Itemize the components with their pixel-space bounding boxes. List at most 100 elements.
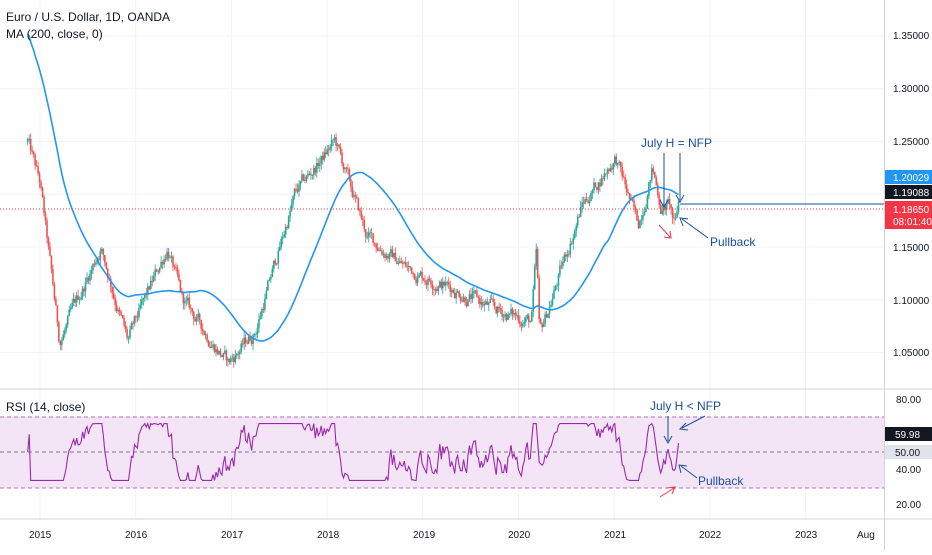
- candle-body: [112, 293, 115, 299]
- candle-body: [357, 197, 360, 211]
- candle-body: [310, 173, 312, 176]
- candle-body: [311, 174, 314, 176]
- candle-body: [250, 340, 253, 345]
- annotation-rsi-july-high: July H < NFP: [650, 399, 721, 413]
- candle-body: [379, 249, 382, 252]
- ma-indicator-label[interactable]: MA (200, close, 0): [6, 27, 103, 41]
- candle-body: [293, 188, 296, 196]
- candle-body: [455, 292, 457, 299]
- candle-body: [655, 177, 658, 185]
- candle-body: [147, 286, 149, 295]
- candle-body: [71, 302, 73, 308]
- candle-body: [467, 299, 469, 307]
- candle-body: [578, 216, 580, 218]
- candle-body: [249, 336, 251, 341]
- candle-body: [345, 167, 348, 169]
- candle-body: [446, 282, 449, 283]
- rsi-axis[interactable]: 80.00 40.00 20.00: [896, 395, 921, 511]
- candle-body: [415, 279, 417, 284]
- candle-body: [631, 198, 634, 201]
- candle-body: [35, 165, 38, 167]
- candle-body: [261, 309, 263, 317]
- candle-body: [516, 315, 518, 316]
- candle-body: [499, 308, 502, 310]
- candle-body: [271, 268, 274, 278]
- time-tick-label: Aug: [857, 530, 875, 541]
- candle-body: [661, 210, 664, 214]
- candle-body: [462, 297, 465, 302]
- candle-body: [53, 284, 56, 299]
- candle-body: [677, 201, 680, 212]
- candle-body: [412, 273, 414, 275]
- candle-body: [173, 266, 176, 268]
- candle-body: [240, 343, 242, 352]
- time-axis[interactable]: 2015 2016 2017 2018 2019 2020 2021 2022 …: [29, 530, 875, 541]
- candle-body: [354, 195, 357, 197]
- candle-body: [565, 254, 567, 257]
- candle-body: [649, 180, 652, 183]
- candle-body: [55, 298, 57, 306]
- candle-body: [104, 254, 106, 263]
- candle-body: [182, 293, 185, 304]
- candle-body: [369, 232, 371, 234]
- candle-body: [167, 251, 170, 258]
- candle-body: [636, 209, 638, 221]
- symbol-title[interactable]: Euro / U.S. Dollar, 1D, OANDA: [6, 10, 170, 24]
- candle-body: [185, 300, 188, 302]
- candle-body: [74, 298, 76, 303]
- candle-body: [106, 268, 109, 278]
- candle-body: [320, 155, 323, 164]
- candle-body: [361, 218, 364, 221]
- candle-body: [129, 329, 131, 338]
- candle-body: [69, 307, 72, 310]
- time-tick-label: 2023: [795, 530, 818, 541]
- price-tick-label: 1.35000: [893, 31, 930, 42]
- rsi-indicator-label[interactable]: RSI (14, close): [6, 400, 85, 414]
- candle-body: [212, 344, 214, 348]
- candle-body: [284, 226, 287, 235]
- candle-body: [184, 301, 186, 304]
- candle-body: [363, 220, 366, 230]
- candle-body: [34, 154, 36, 166]
- candle-body: [118, 309, 121, 312]
- candle-body: [569, 243, 572, 255]
- candle-body: [157, 271, 159, 273]
- candle-body: [332, 139, 334, 141]
- candle-body: [339, 147, 342, 153]
- candle-body: [161, 261, 164, 265]
- candle-body: [576, 216, 579, 226]
- candle-body: [268, 279, 271, 281]
- candle-body: [624, 177, 626, 185]
- candle-body: [92, 263, 94, 271]
- candle-body: [141, 299, 143, 305]
- candle-body: [31, 150, 33, 152]
- candle-body: [642, 214, 644, 220]
- candle-body: [121, 315, 124, 319]
- price-tick-label: 1.15000: [893, 243, 930, 254]
- candle-body: [612, 163, 615, 170]
- candle-body: [280, 238, 283, 248]
- candle-body: [83, 288, 85, 292]
- candle-body: [538, 277, 540, 319]
- candle-body: [658, 195, 661, 205]
- candle-body: [316, 162, 318, 173]
- candle-body: [566, 254, 569, 257]
- candle-body: [554, 286, 557, 290]
- candle-body: [148, 286, 151, 290]
- candle-body: [523, 322, 526, 324]
- candle-body: [305, 176, 308, 181]
- annotation-arrowhead: [663, 435, 673, 445]
- candle-body: [529, 321, 532, 323]
- candle-body: [126, 328, 128, 338]
- annotation-rsi-pullback: Pullback: [698, 474, 744, 488]
- candle-body: [59, 341, 62, 346]
- candle-body: [609, 168, 612, 172]
- candle-body: [333, 137, 336, 140]
- candle-body: [318, 163, 321, 166]
- candle-body: [62, 334, 65, 341]
- candle-body: [302, 174, 305, 181]
- candle-body: [367, 232, 370, 237]
- candle-body: [26, 139, 29, 142]
